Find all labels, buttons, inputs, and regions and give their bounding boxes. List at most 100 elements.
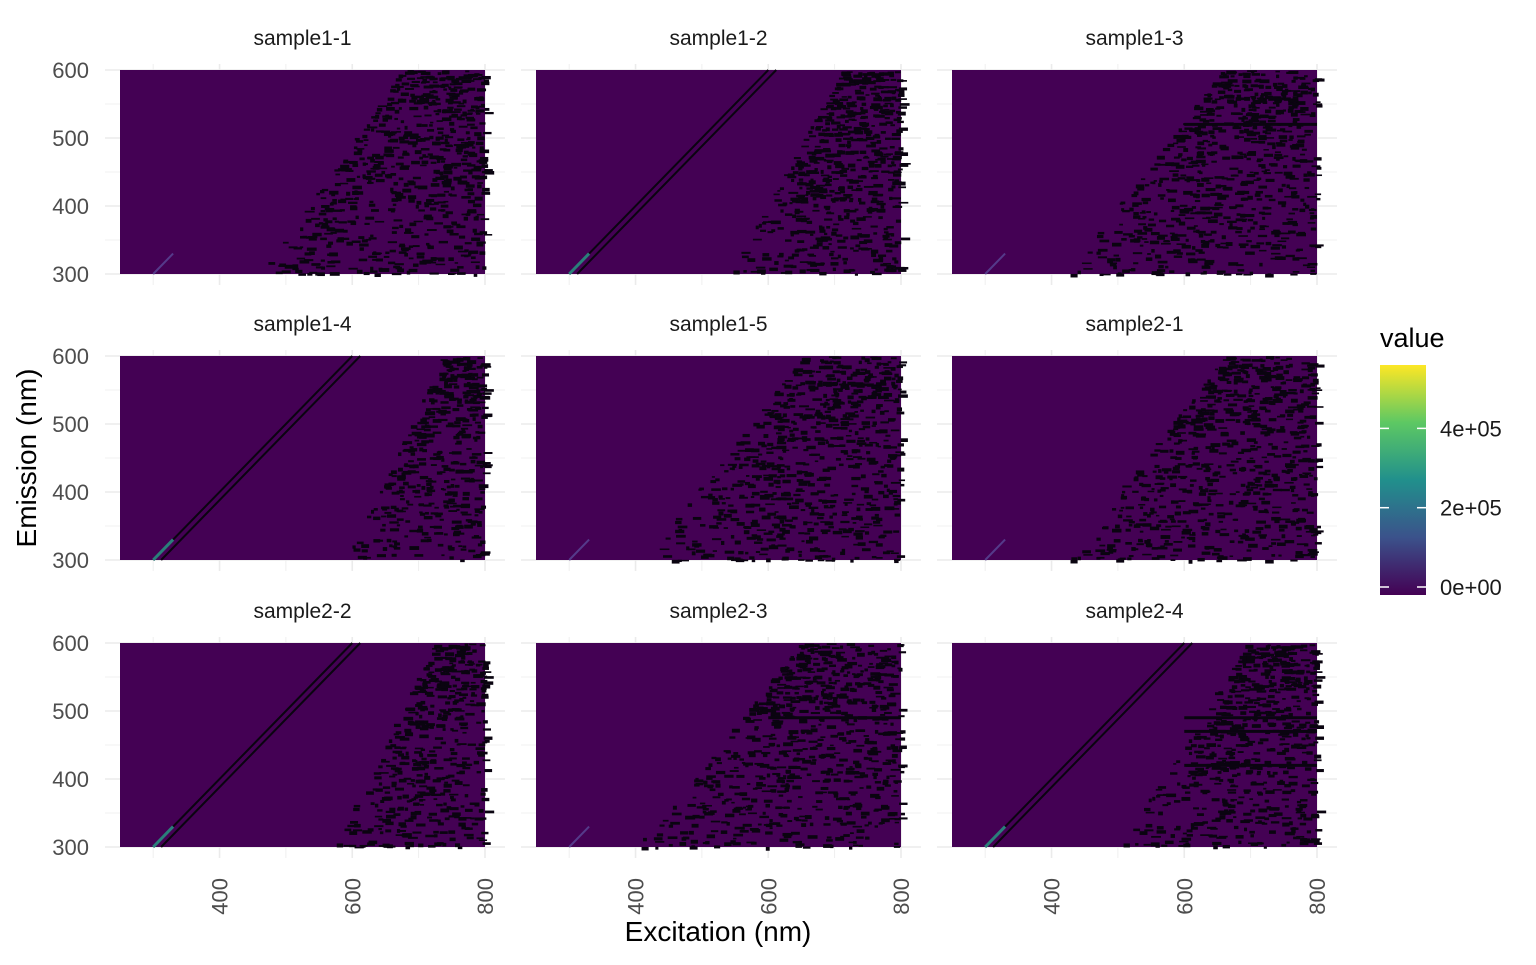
contour-speckle (871, 395, 877, 399)
contour-speckle (1251, 482, 1255, 485)
contour-speckle (477, 461, 485, 465)
contour-speckle (1201, 489, 1205, 491)
contour-speckle (311, 218, 320, 220)
contour-speckle (884, 400, 894, 402)
contour-speckle (798, 796, 803, 798)
contour-speckle (1280, 233, 1290, 235)
contour-speckle (405, 520, 410, 523)
contour-speckle (1241, 369, 1245, 372)
contour-speckle (1217, 515, 1225, 518)
contour-speckle (445, 817, 450, 820)
contour-speckle (764, 477, 773, 481)
contour-speckle (861, 234, 870, 237)
contour-speckle (717, 509, 725, 511)
contour-speckle (386, 815, 396, 819)
contour-speckle (810, 193, 819, 197)
contour-speckle (852, 228, 861, 230)
contour-speckle (807, 221, 812, 224)
contour-speckle (866, 451, 870, 454)
contour-speckle (403, 450, 410, 452)
contour-speckle (464, 249, 468, 252)
contour-speckle (484, 737, 493, 740)
contour-speckle (416, 205, 419, 209)
contour-speckle (1251, 413, 1260, 416)
contour-speckle (481, 76, 490, 79)
contour-speckle (855, 130, 864, 134)
contour-speckle (1256, 242, 1264, 244)
contour-speckle (1252, 423, 1260, 425)
contour-speckle (1198, 231, 1206, 234)
contour-speckle (1159, 506, 1166, 509)
contour-speckle (1172, 470, 1180, 473)
contour-speckle (416, 780, 426, 784)
contour-speckle (853, 250, 859, 252)
contour-speckle (822, 188, 827, 191)
contour-speckle (784, 498, 794, 501)
contour-speckle (826, 424, 832, 428)
contour-speckle (387, 103, 392, 106)
contour-speckle (1244, 129, 1249, 131)
contour-speckle (382, 819, 391, 823)
contour-speckle (856, 745, 864, 747)
contour-speckle (455, 443, 461, 445)
contour-speckle (1171, 237, 1180, 240)
contour-speckle (1178, 520, 1187, 522)
contour-speckle (405, 845, 410, 849)
contour-speckle (767, 698, 772, 701)
facet-title: sample1-5 (669, 313, 767, 336)
contour-speckle (1310, 383, 1315, 387)
contour-speckle (1203, 271, 1207, 275)
contour-speckle (452, 101, 460, 103)
contour-speckle (844, 209, 850, 212)
contour-speckle (1223, 187, 1232, 191)
contour-speckle (1312, 392, 1319, 394)
contour-speckle (805, 408, 815, 410)
contour-speckle (1265, 226, 1268, 228)
contour-speckle (477, 521, 482, 524)
contour-speckle (1215, 83, 1218, 85)
contour-speckle (1221, 82, 1228, 84)
contour-speckle (732, 729, 740, 733)
contour-speckle (1275, 172, 1283, 174)
contour-speckle (827, 165, 831, 169)
contour-speckle (1294, 191, 1298, 194)
contour-speckle (1236, 218, 1244, 221)
contour-speckle (897, 380, 901, 382)
contour-speckle (1239, 365, 1245, 368)
contour-speckle (467, 137, 470, 139)
contour-speckle (1140, 531, 1144, 533)
contour-speckle (1280, 128, 1285, 131)
contour-speckle (1257, 198, 1263, 200)
contour-speckle (891, 795, 899, 797)
contour-speckle (868, 645, 874, 647)
contour-speckle (1250, 487, 1258, 489)
contour-speckle (893, 173, 901, 176)
contour-speckle (384, 512, 391, 514)
contour-speckle (1277, 241, 1286, 243)
contour-speckle (1177, 417, 1180, 421)
contour-speckle (802, 248, 808, 251)
contour-speckle (476, 241, 485, 243)
contour-speckle (1310, 273, 1316, 275)
contour-speckle (875, 269, 878, 271)
contour-speckle (1238, 452, 1244, 454)
contour-speckle (467, 211, 477, 214)
contour-speckle (837, 379, 841, 383)
contour-speckle (837, 240, 845, 243)
contour-speckle (884, 228, 888, 230)
contour-speckle (721, 830, 727, 834)
contour-speckle (776, 486, 781, 488)
contour-speckle (434, 767, 443, 770)
contour-speckle (1272, 512, 1279, 514)
contour-speckle (875, 386, 882, 388)
contour-speckle (859, 396, 867, 399)
contour-speckle (845, 120, 849, 123)
contour-speckle (744, 458, 750, 461)
contour-speckle (833, 513, 837, 516)
contour-speckle (1294, 508, 1300, 511)
contour-speckle (1133, 262, 1138, 264)
contour-speckle (857, 96, 864, 100)
contour-speckle (1114, 231, 1122, 234)
contour-speckle (855, 557, 860, 560)
contour-speckle (430, 122, 433, 124)
